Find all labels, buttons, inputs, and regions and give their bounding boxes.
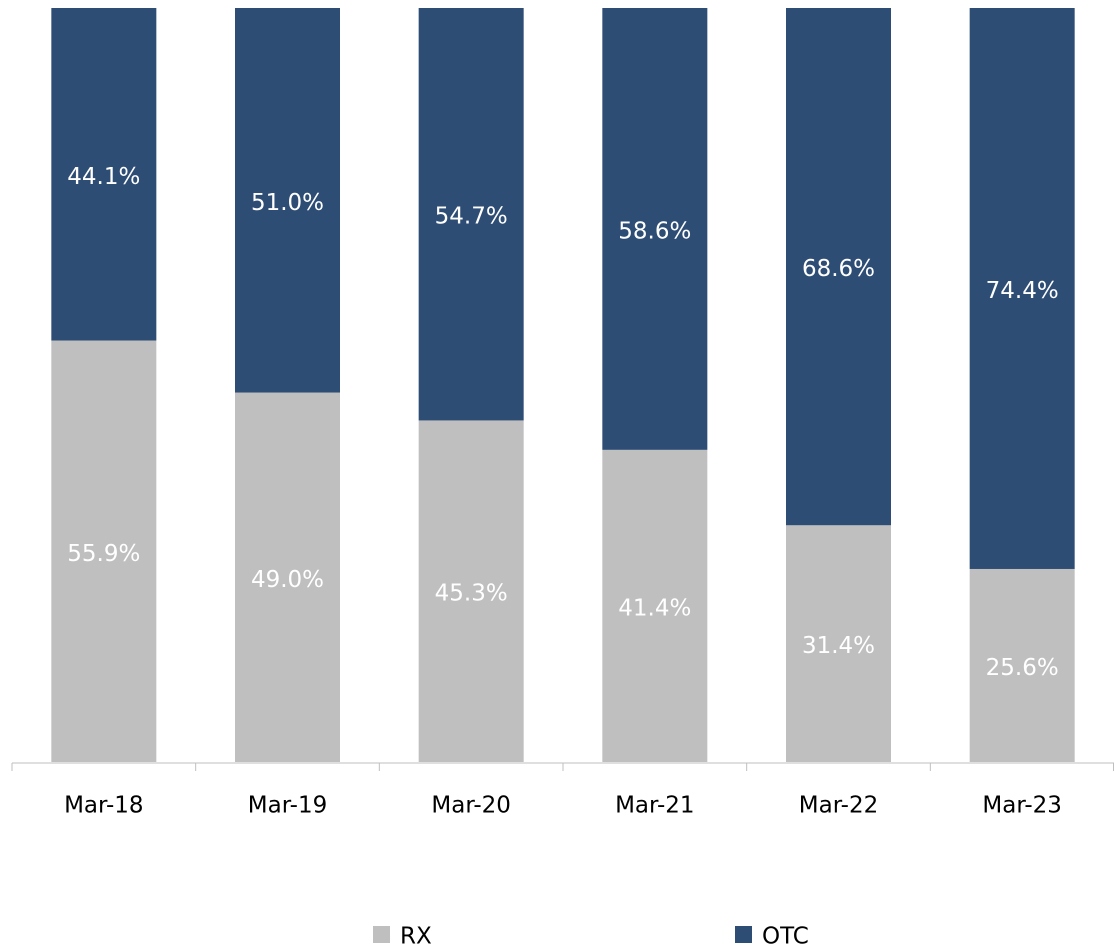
bar-segment (51, 340, 157, 762)
x-tick-label: Mar-19 (248, 793, 328, 819)
value-label: 55.9% (67, 541, 140, 567)
legend-swatch (373, 926, 390, 943)
bar-segment (602, 8, 708, 450)
value-label: 74.4% (986, 278, 1059, 304)
bar-segment (418, 8, 524, 421)
legend-label: RX (400, 924, 432, 950)
legend-swatch (735, 926, 752, 943)
value-label: 25.6% (986, 655, 1059, 681)
value-label: 54.7% (435, 204, 508, 230)
value-label: 58.6% (618, 218, 691, 244)
x-tick-label: Mar-21 (615, 793, 695, 819)
bar-segment (786, 8, 891, 526)
legend-label: OTC (762, 924, 809, 950)
x-tick-label: Mar-20 (431, 793, 511, 819)
value-label: 68.6% (802, 256, 875, 282)
bar-segment (786, 525, 891, 762)
bar-segment (51, 8, 157, 341)
x-tick-label: Mar-18 (64, 793, 144, 819)
bar-segment (969, 568, 1075, 762)
value-label: 49.0% (251, 567, 324, 593)
bar-segment (235, 392, 340, 762)
value-label: 51.0% (251, 190, 324, 216)
value-label: 41.4% (618, 595, 691, 621)
bar-segment (602, 449, 708, 762)
value-label: 45.3% (435, 581, 508, 607)
x-tick-label: Mar-22 (799, 793, 879, 819)
x-tick-label: Mar-23 (982, 793, 1062, 819)
bar-segment (969, 8, 1075, 569)
bar-segment (418, 420, 524, 762)
bar-segment (235, 8, 340, 393)
value-label: 44.1% (67, 164, 140, 190)
value-label: 31.4% (802, 633, 875, 659)
